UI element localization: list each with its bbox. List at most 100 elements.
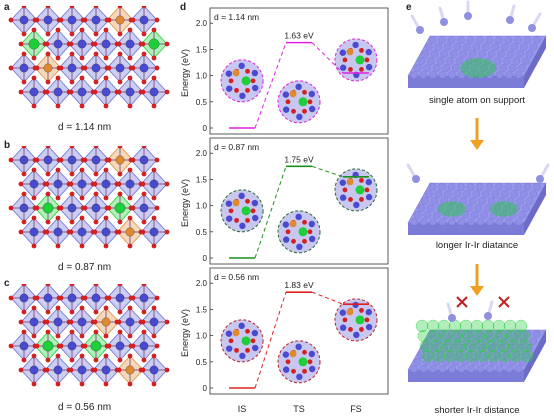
oxygen-atom [45,51,51,57]
oxygen-atom [104,205,110,211]
panel-e-letter: e [406,2,412,13]
oxygen-atom [127,55,133,61]
metal-atom [353,331,360,339]
oxygen-atom [93,309,99,315]
surface-atom [423,64,431,72]
oxygen-atom [164,89,170,95]
metal-atom [19,341,29,351]
ir-atom [42,340,54,352]
surface-atom [468,197,477,205]
oxygen-atom [151,243,157,249]
oxygen-atom [151,27,157,33]
surface-atom [455,57,464,65]
oxygen-atom [21,6,27,9]
surface-atom [457,218,466,226]
oxygen-atom [285,229,291,235]
metal-atom [308,220,316,228]
oxygen-atom [21,31,27,37]
oxygen-atom [31,381,37,387]
ir-cluster-atom [492,319,506,333]
oxygen-atom [359,307,364,313]
energy-panel-1: 0 0.5 1.0 1.5 2.0 Energy (eV) d = 1.14 nm 1.63 … [180,7,389,135]
y-tick-label: 0.5 [196,98,208,107]
oxygen-atom [42,181,48,187]
dopant-atom [289,90,297,98]
dopant-atom [43,63,53,73]
metal-atom [43,155,53,165]
surface-atom [417,351,426,359]
oxygen-atom [364,317,370,323]
y-tick-label: 1.0 [196,72,208,81]
metal-atom [308,235,316,243]
oxygen-atom [141,191,147,197]
oxygen-atom [18,229,24,235]
oxygen-atom [103,215,109,221]
oxygen-atom [164,229,170,235]
oxygen-atom [55,381,61,387]
oxygen-atom [31,55,37,61]
oxygen-atom [348,327,353,332]
metal-atom [115,341,125,351]
surface-atom [474,57,483,65]
metal-atom [125,179,135,189]
oxygen-atom [8,343,14,349]
oxygen-atom [164,319,170,325]
oxygen-atom [302,368,307,374]
surface-atom [514,330,522,338]
oxygen-atom [69,6,75,9]
surface-atom [427,351,435,359]
surface-atom [410,71,418,79]
oxygen-atom [31,215,37,221]
surface-atom [474,204,483,212]
ir-cluster-atom [494,329,508,343]
oxygen-atom [359,197,364,202]
surface-atom [465,204,473,212]
ir-cluster-atom [432,349,446,363]
surface-atom [421,197,429,205]
surface-atom [522,351,530,359]
oxygen-atom [104,157,110,163]
surface-atom [476,218,485,226]
ir-cluster-atom [415,319,429,333]
y-tick-label: 1.5 [196,305,208,314]
oxygen-atom [141,79,147,85]
panel-b-letter: b [4,140,11,151]
surface-atom [448,71,456,79]
oxygen-atom [31,27,37,33]
ir-cluster-atom [470,319,484,333]
metal-atom [252,344,259,352]
ir-atom [355,185,365,195]
surface-atom [520,190,528,198]
surface-atom [484,204,492,212]
ts-barrier-label: 1.63 eV [284,31,314,41]
oxygen-atom [141,171,147,177]
surface-atom [440,344,448,352]
ir-cluster-atom [505,329,519,343]
metal-atom [139,341,149,351]
structure-inset [334,38,378,82]
schematic-step1-caption: single atom on support [428,95,526,106]
metal-atom [91,15,101,25]
oxygen-atom [80,205,86,211]
metal-atom [91,63,101,73]
oxygen-atom [79,305,85,311]
gas-atom [464,12,472,20]
oxygen-atom [307,99,313,105]
metal-atom [296,113,303,121]
oxygen-atom [21,284,27,287]
surface-atom [487,344,496,352]
surface-atom [520,337,528,345]
oxygen-atom [128,157,134,163]
metal-atom [19,203,29,213]
surface-atom [472,337,481,345]
oxygen-atom [228,78,234,84]
oxygen-atom [141,51,147,57]
surface-atom [493,57,502,65]
oxygen-atom [90,229,96,235]
metal-atom [19,63,29,73]
metal-atom [43,293,53,303]
panel-annotation: d = 0.56 nm [214,272,259,282]
oxygen-atom [32,17,38,23]
surface-atom [533,330,541,338]
oxygen-atom [151,333,157,339]
